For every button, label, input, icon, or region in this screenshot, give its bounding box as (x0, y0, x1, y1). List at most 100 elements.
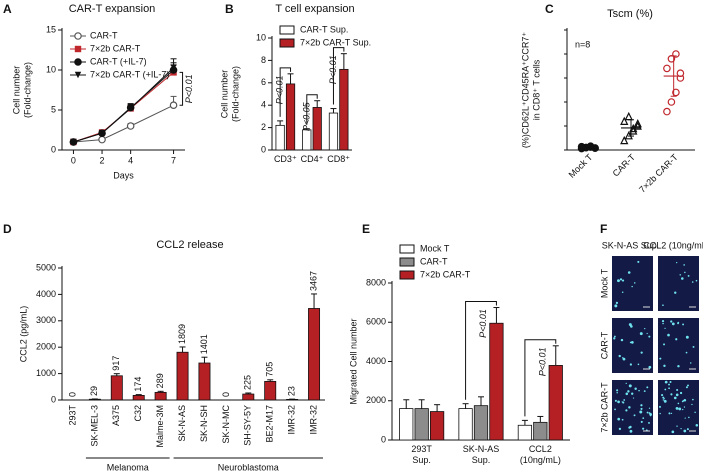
cell-dot (630, 325, 633, 328)
x-tick-label-line: CD8⁺ (327, 154, 350, 164)
bracket (524, 339, 557, 417)
significance: P<0.01 (328, 55, 338, 84)
cell-dot (670, 393, 673, 396)
group-label: Neuroblastoma (218, 462, 279, 472)
x-tick-label: 293T Sup. (411, 444, 432, 465)
cell-dot (620, 338, 624, 342)
x-tick-label-line: CCL2 (529, 444, 552, 454)
cell-dot (625, 409, 628, 412)
x-tick-label: CCL2 (10ng/mL) (520, 444, 561, 465)
cell-dot (683, 429, 687, 433)
cell-dot (614, 399, 617, 402)
x-tick-label: IMR-32 (287, 405, 297, 435)
cell-dot (615, 301, 619, 304)
cell-dot (619, 278, 623, 281)
legend-label: CAR-T (+IL-7) (90, 56, 147, 66)
cell-dot (644, 327, 646, 330)
cell-dot (683, 406, 686, 408)
panel-label: A (3, 2, 12, 16)
significance: P<0.01 (537, 347, 547, 376)
bar (414, 408, 429, 441)
legend-label: CAR-T (420, 256, 448, 266)
cell-dot (685, 351, 688, 354)
cell-dot (628, 406, 631, 409)
value-label: 705 (265, 362, 275, 377)
bracket (465, 301, 497, 400)
x-axis-label: Days (113, 170, 134, 180)
cell-dot (688, 416, 690, 419)
y-tick-label: 10 (46, 64, 56, 74)
cell-dot (648, 421, 650, 424)
cell-dot (663, 343, 666, 346)
marker (74, 45, 82, 53)
cell-dot (640, 404, 643, 407)
cell-dot (661, 394, 664, 397)
cell-dot (613, 337, 616, 340)
significance: P<0.05 (301, 101, 311, 131)
micrograph (658, 318, 699, 373)
x-tick-label: SK-N-AS (177, 405, 187, 442)
value-label: 23 (287, 386, 297, 396)
legend-label: CAR-T (90, 30, 118, 40)
x-tick-label: SK-MEL-3 (89, 405, 99, 447)
marker (633, 119, 642, 128)
row-label: CAR-T (599, 331, 609, 359)
x-tick-label: BE2-M17 (265, 405, 275, 443)
panel-label: F (600, 222, 607, 236)
marker (74, 58, 82, 66)
bar (328, 112, 339, 151)
x-tick-label: 293T (67, 404, 77, 425)
cell-dot (648, 365, 652, 369)
cell-dot (670, 320, 673, 323)
micrograph (658, 256, 699, 311)
cell-dot (681, 277, 684, 280)
x-tick-label: SK-N-SH (199, 405, 209, 442)
cell-dot (629, 341, 632, 344)
cell-dot (622, 357, 626, 361)
value-label: 289 (155, 373, 165, 388)
value-label: 174 (133, 377, 143, 392)
cell-dot (695, 279, 698, 282)
cell-dot (661, 319, 665, 323)
cell-dot (637, 363, 640, 366)
y-axis-label: Cell number (11, 66, 21, 115)
column-label: CCL2 (10ng/mL) (643, 240, 703, 250)
value-label: 917 (111, 356, 121, 371)
y-axis-label: Migrated Cell number (348, 318, 358, 404)
cell-dot (631, 392, 634, 395)
micrograph (658, 380, 699, 435)
bar (154, 391, 167, 401)
cell-dot (687, 275, 690, 277)
cell-dot (662, 399, 664, 401)
cell-dot (686, 428, 689, 431)
cell-dot (642, 417, 645, 419)
y-tick-label: 15 (46, 24, 56, 34)
cell-dot (637, 260, 640, 263)
x-tick-label: SK-N-MC (221, 405, 231, 444)
bar (285, 83, 296, 151)
column-label: SK-N-AS Sup. (602, 240, 660, 250)
cell-dot (631, 285, 633, 288)
bar (308, 308, 321, 401)
x-tick-label: CD8⁺ (327, 154, 350, 164)
cell-dot (670, 412, 673, 415)
bar (132, 395, 145, 401)
bar (533, 421, 548, 441)
cell-dot (663, 399, 667, 403)
x-tick-label: A375 (111, 405, 121, 426)
panel-label: B (225, 2, 234, 16)
bar (198, 362, 211, 401)
legend-swatch (399, 244, 415, 254)
marker (170, 64, 177, 71)
marker (98, 135, 106, 144)
chart-title: Tscm (%) (607, 8, 653, 20)
cell-dot (617, 400, 620, 404)
y-axis-label: (%)CD62L⁺CD45RA⁺CCR7⁺ (520, 32, 530, 149)
cell-dot (677, 322, 679, 325)
y-axis-label: Cell number (219, 70, 229, 119)
y-axis-label: in CD8⁺ T cells (531, 59, 541, 120)
panel-label: E (362, 222, 370, 236)
marker (620, 135, 629, 145)
series-line (73, 67, 174, 143)
bar (275, 124, 285, 151)
